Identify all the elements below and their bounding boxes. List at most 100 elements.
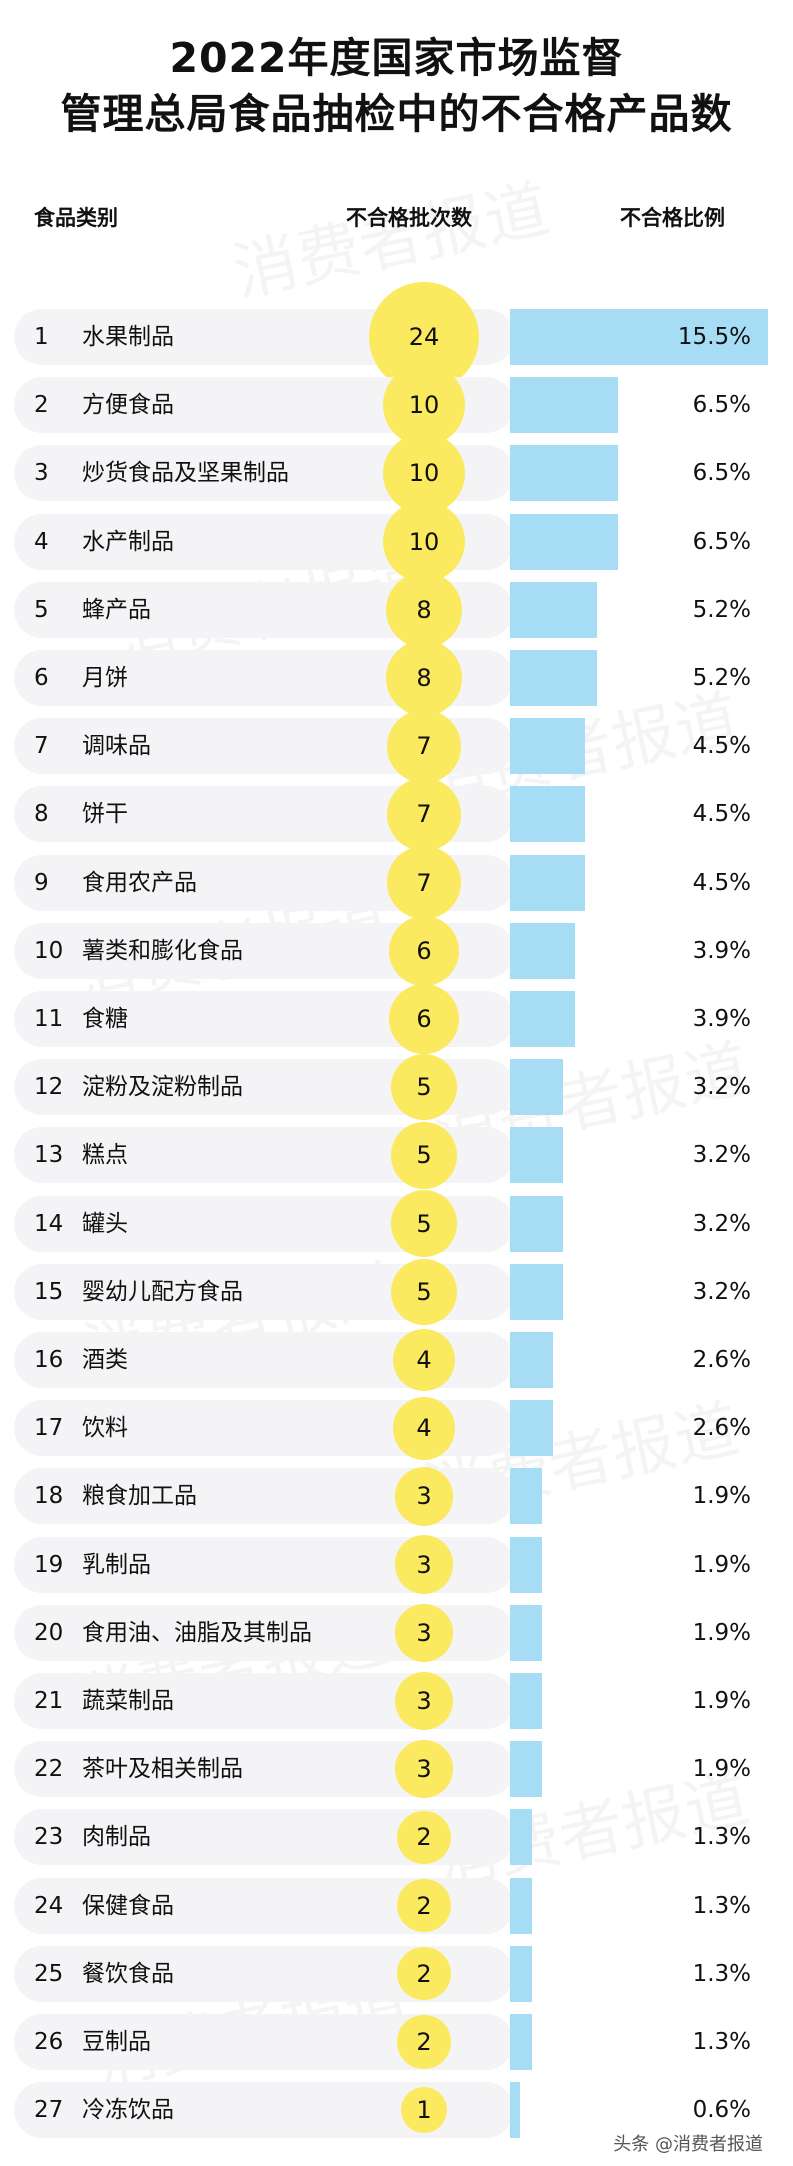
ratio-bar [510,2082,520,2139]
count-bubble [394,1740,454,1799]
ratio-bar [510,513,619,570]
count-bubble [383,364,465,446]
row-rank: 22 [34,1756,64,1783]
row-category-name: 饼干 [82,801,128,828]
row-count-label: 7 [416,868,432,897]
row-rank: 12 [34,1074,64,1101]
row-rank: 14 [34,1210,64,1237]
row-ratio-label: 6.5% [692,528,751,555]
row-rank: 5 [34,596,49,623]
count-bubble [385,571,463,648]
count-bubble [397,1947,451,2001]
row-count-label: 2 [416,1959,432,1988]
row-category-name: 蜂产品 [82,596,151,623]
ratio-bar [510,1877,532,1934]
row-ratio-label: 2.6% [692,1415,751,1442]
ratio-bar [510,581,597,638]
ratio-bar [510,1809,532,1866]
ratio-bar [510,718,585,775]
row-category-name: 淀粉及淀粉制品 [82,1074,243,1101]
count-bubble [387,709,461,783]
row-category-name: 方便食品 [82,392,174,419]
row-count-label: 3 [416,1687,432,1715]
ratio-bar [510,991,575,1047]
row-ratio-label: 6.5% [692,392,751,419]
row-count-label: 5 [416,1209,432,1238]
count-bubble [397,2015,451,2069]
row-category-name: 罐头 [82,1210,128,1237]
ratio-bar [510,309,768,365]
row-ratio-label: 3.9% [692,1006,751,1032]
row-count-label: 5 [416,1277,432,1306]
row-rank: 6 [34,665,49,691]
row-ratio-label: 3.2% [692,1142,751,1169]
header-batches: 不合格批次数 [346,206,472,230]
ratio-bar [510,1741,542,1798]
ratio-bar [510,1400,554,1457]
count-bubble [387,777,461,851]
header-ratio: 不合格比例 [620,206,725,230]
row-rank: 10 [34,937,64,964]
row-rank: 23 [34,1824,64,1851]
row-count-label: 7 [416,800,432,829]
ratio-bar [510,650,597,706]
row-rank: 18 [34,1483,64,1510]
count-bubble [394,1603,454,1662]
watermark-text: 消费者报道 [224,158,556,315]
row-category-name: 肉制品 [82,1824,151,1851]
row-rank: 8 [34,801,49,828]
row-ratio-label: 1.3% [692,1892,751,1919]
row-rank: 25 [34,1960,64,1987]
row-count-label: 10 [408,459,440,488]
row-ratio-label: 4.5% [692,801,751,828]
ratio-bar [510,1673,542,1729]
row-rank: 20 [34,1619,64,1646]
count-bubble [390,1053,458,1121]
row-ratio-label: 1.3% [692,1824,751,1851]
count-bubble [392,1396,456,1460]
row-rank: 4 [34,528,49,555]
count-bubble [394,1535,454,1594]
chart-title-line-2: 管理总局食品抽检中的不合格产品数 [60,90,733,138]
row-ratio-label: 3.2% [692,1074,751,1101]
row-category-name: 保健食品 [82,1892,174,1919]
ratio-bar [510,1195,564,1252]
count-bubble [383,432,465,515]
row-category-name: 婴幼儿配方食品 [82,1278,243,1305]
row-count-label: 3 [416,1618,432,1647]
row-ratio-label: 0.6% [692,2097,751,2124]
count-bubble [389,984,459,1054]
row-count-label: 8 [416,664,432,692]
row-rank: 7 [34,733,49,760]
row-count-label: 10 [408,391,440,420]
ratio-bar [510,854,585,911]
ratio-bar [510,1536,542,1593]
row-category-name: 茶叶及相关制品 [82,1756,243,1783]
row-rank: 1 [34,324,49,350]
count-bubble [389,915,459,986]
ratio-bar [510,1604,542,1661]
row-category-name: 薯类和膨化食品 [82,937,243,964]
row-count-label: 2 [416,1891,432,1920]
row-rank: 24 [34,1892,64,1919]
row-ratio-label: 5.2% [692,665,751,691]
chart-title-line-1: 2022年度国家市场监督 [169,34,624,82]
row-ratio-label: 1.3% [692,1960,751,1987]
row-count-label: 4 [416,1414,432,1443]
row-ratio-label: 3.9% [692,937,751,964]
row-ratio-label: 1.9% [692,1551,751,1578]
ratio-bar [510,1945,532,2002]
chart-title: 2022年度国家市场监督 管理总局食品抽检中的不合格产品数 [0,30,793,142]
row-count-label: 5 [416,1141,432,1170]
ratio-bar [510,922,575,979]
count-bubble [390,1258,458,1326]
row-ratio-label: 5.2% [692,596,751,623]
footer-attribution: 头条 @消费者报道 [607,2128,769,2158]
count-bubble [387,845,461,920]
row-category-name: 食糖 [82,1006,128,1032]
count-bubble [385,639,463,717]
row-count-label: 5 [416,1073,432,1102]
ratio-bar [510,1127,564,1184]
count-bubble [390,1122,458,1189]
ratio-bar [510,1263,564,1320]
